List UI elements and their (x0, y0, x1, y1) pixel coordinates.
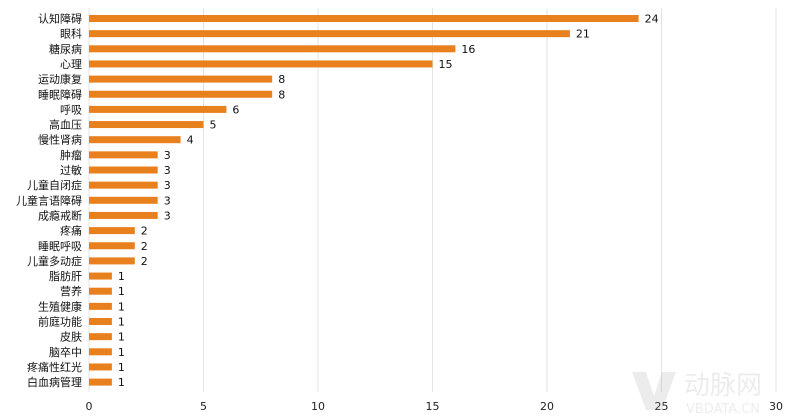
value-label: 1 (118, 361, 125, 374)
value-label: 16 (461, 43, 475, 56)
bar (89, 363, 112, 371)
bar (89, 378, 112, 386)
bar (89, 181, 158, 189)
x-tick-label: 30 (769, 400, 783, 413)
category-label: 前庭功能 (38, 315, 82, 329)
value-label: 1 (118, 376, 125, 389)
bar (89, 121, 204, 129)
value-label: 8 (278, 88, 285, 101)
x-tick-label: 25 (655, 400, 669, 413)
bar (89, 136, 181, 144)
bar (89, 348, 112, 356)
category-label: 眼科 (60, 27, 82, 41)
x-tick-label: 10 (311, 400, 325, 413)
category-label: 儿童多动症 (27, 254, 82, 268)
category-label: 过敏 (60, 163, 82, 177)
value-label: 1 (118, 285, 125, 298)
category-label: 疼痛性红光 (27, 360, 82, 374)
x-tick-label: 0 (86, 400, 93, 413)
category-label: 慢性肾病 (38, 133, 82, 147)
x-tick-label: 15 (426, 400, 440, 413)
bar (89, 272, 112, 280)
bar (89, 45, 456, 53)
category-label: 高血压 (49, 118, 82, 132)
value-label: 8 (278, 73, 285, 86)
category-label: 运动康复 (38, 72, 82, 86)
category-label: 儿童言语障碍 (16, 193, 82, 207)
bar (89, 105, 227, 113)
bar (89, 242, 135, 250)
category-label: 疼痛 (60, 224, 82, 238)
value-label: 15 (439, 58, 453, 71)
value-label: 1 (118, 331, 125, 344)
x-tick-label: 5 (200, 400, 207, 413)
bar (89, 15, 639, 22)
bar (89, 333, 112, 341)
bar (89, 287, 112, 295)
bar (89, 90, 273, 98)
value-label: 6 (232, 103, 239, 116)
value-label: 2 (141, 255, 148, 268)
category-label: 生殖健康 (38, 299, 82, 313)
bar (89, 257, 135, 265)
value-label: 3 (164, 179, 171, 192)
value-label: 1 (118, 300, 125, 313)
category-label: 皮肤 (60, 330, 82, 344)
category-label: 睡眠呼吸 (38, 240, 82, 253)
category-label: 营养 (60, 284, 82, 298)
category-label: 儿童自闭症 (27, 178, 82, 192)
bar (89, 318, 112, 325)
x-tick-label: 20 (540, 400, 554, 413)
watermark-brand-cn: 动脉网 (684, 371, 762, 401)
bar (89, 75, 273, 83)
value-label: 24 (645, 13, 659, 26)
value-label: 3 (164, 149, 171, 162)
category-labels: 认知障碍眼科糖尿病心理运动康复睡眠障碍呼吸高血压慢性肾病肿瘤过敏儿童自闭症儿童言… (16, 12, 82, 390)
bar (89, 166, 158, 174)
category-label: 脑卒中 (49, 345, 82, 359)
value-label: 1 (118, 346, 125, 359)
bar (89, 151, 158, 159)
category-label: 心理 (60, 58, 82, 71)
category-label: 睡眠障碍 (38, 87, 82, 101)
value-label: 4 (187, 134, 194, 147)
category-label: 脂肪肝 (49, 269, 82, 283)
value-label: 1 (118, 270, 125, 283)
bar (89, 227, 135, 235)
value-label: 3 (164, 194, 171, 207)
bar (89, 302, 112, 310)
category-label: 肿瘤 (60, 148, 82, 162)
category-label: 认知障碍 (38, 12, 82, 26)
category-label: 呼吸 (60, 103, 82, 116)
value-label: 3 (164, 164, 171, 177)
bar (89, 30, 570, 38)
value-label: 21 (576, 28, 590, 41)
value-label: 3 (164, 209, 171, 222)
bars-group (89, 15, 639, 386)
category-label: 糖尿病 (49, 42, 82, 56)
category-label: 白血病管理 (27, 375, 82, 389)
value-label: 2 (141, 225, 148, 238)
value-label: 2 (141, 240, 148, 253)
gridlines (88, 8, 777, 392)
watermark-logo: 动脉网 VBDATA.CN (632, 371, 762, 417)
x-tick-labels: 0 5 10 15 20 25 30 (86, 400, 784, 413)
watermark-brand-en: VBDATA.CN (686, 402, 760, 417)
value-label: 1 (118, 316, 125, 329)
value-label: 5 (210, 119, 217, 132)
bar (89, 211, 158, 219)
category-label: 成瘾戒断 (38, 208, 82, 222)
bar (89, 60, 433, 68)
bar (89, 196, 158, 204)
